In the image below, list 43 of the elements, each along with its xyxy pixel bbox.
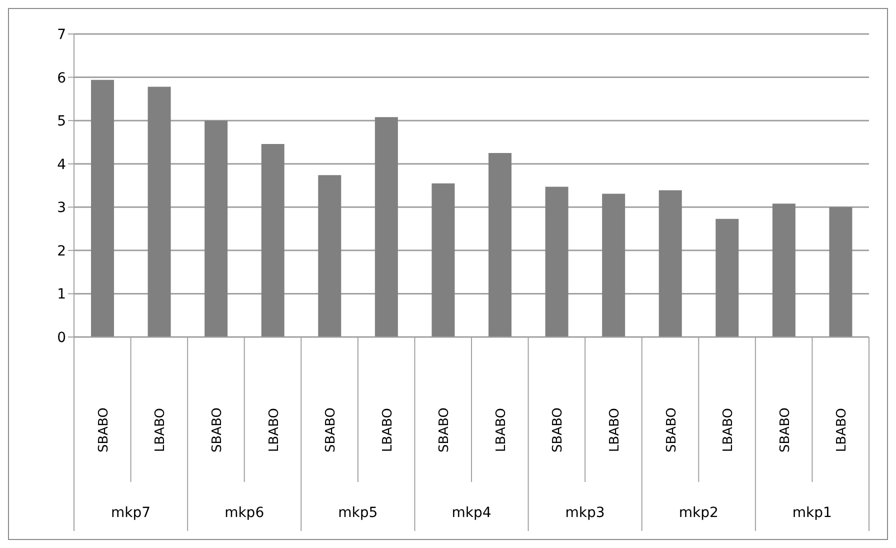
bar [602, 194, 626, 337]
x-tick-label: SBABO [778, 408, 793, 452]
x-tick-label: SBABO [324, 408, 339, 452]
text: mkp3 [564, 505, 606, 521]
bar [772, 204, 796, 337]
text: mkp1 [791, 505, 833, 521]
text: mkp6 [224, 505, 266, 521]
bar [432, 183, 455, 337]
x-tick-label: SBABO [96, 408, 112, 452]
x-tick-label: LBABO [494, 408, 509, 452]
x-tick-label: LBABO [153, 408, 168, 452]
bar [91, 80, 114, 337]
x-tick-label: SBABO [664, 408, 680, 452]
text: mkp7 [110, 505, 152, 521]
y-tick-label: 0 [57, 330, 66, 346]
x-tick-label: SBABO [437, 408, 452, 452]
x-tick-label: LBABO [721, 408, 736, 452]
y-tick-label: 1 [57, 286, 66, 303]
y-tick-label: 7 [57, 26, 66, 43]
bar [488, 153, 512, 337]
y-tick-label: 2 [57, 243, 66, 260]
bar [716, 218, 739, 337]
bar [545, 186, 568, 337]
bar [261, 144, 284, 337]
y-tick-label: 4 [57, 156, 66, 173]
text: mkp2 [678, 505, 720, 521]
bar [658, 190, 682, 337]
bar [374, 117, 398, 337]
y-tick-label: 5 [57, 114, 66, 130]
bar [318, 175, 342, 337]
x-tick-label: LBABO [266, 408, 282, 452]
x-tick-label: SBABO [550, 408, 566, 452]
text: mkp4 [450, 505, 492, 521]
bar [829, 207, 852, 337]
x-tick-label: LBABO [380, 408, 396, 452]
y-tick-label: 3 [57, 200, 66, 216]
bar [204, 120, 228, 337]
x-tick-label: LBABO [834, 408, 850, 452]
bar [148, 86, 171, 337]
x-tick-label: SBABO [210, 408, 225, 452]
x-tick-label: LBABO [607, 408, 622, 452]
y-tick-label: 6 [57, 70, 66, 86]
text: mkp5 [337, 505, 379, 521]
